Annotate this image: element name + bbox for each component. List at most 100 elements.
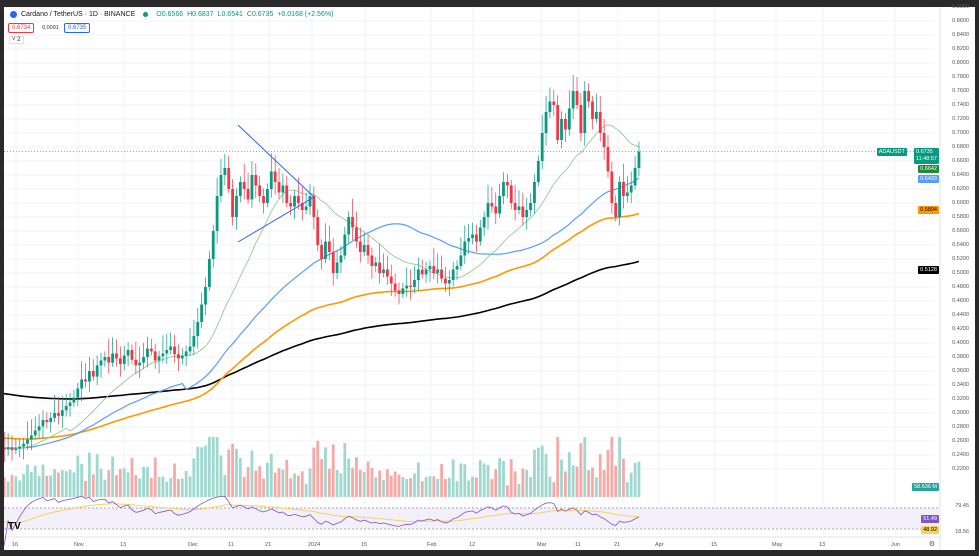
volume-bar bbox=[258, 466, 262, 497]
price-label: 0.8600 bbox=[952, 18, 969, 24]
volume-bar bbox=[26, 464, 29, 497]
indicators-toggle[interactable]: ˅ 2 bbox=[9, 36, 24, 44]
candle-body bbox=[227, 168, 231, 189]
low-value: L0.6541 bbox=[217, 11, 243, 18]
rsi-lower-label: 18.56 bbox=[955, 529, 969, 535]
candle-body bbox=[505, 182, 509, 186]
candle-body bbox=[80, 379, 84, 389]
volume-bar bbox=[455, 481, 459, 497]
volume-bar bbox=[335, 470, 339, 497]
price-label: 0.7000 bbox=[952, 130, 969, 136]
volume-bar bbox=[529, 477, 532, 497]
price-label: 0.3800 bbox=[952, 354, 969, 360]
candle-body bbox=[111, 353, 115, 363]
volume-bar bbox=[451, 459, 455, 497]
candle-body bbox=[614, 203, 618, 217]
candle-body bbox=[204, 287, 207, 305]
price-label: 0.6200 bbox=[952, 186, 969, 192]
volume-bar bbox=[571, 465, 575, 497]
chart-frame[interactable]: Cardano / TetherUS · 1D · BINANCE O0.656… bbox=[4, 4, 975, 550]
sell-button[interactable]: 0.6734 bbox=[8, 23, 35, 33]
volume-bar bbox=[246, 467, 250, 497]
candle-body bbox=[618, 182, 621, 217]
candle-body bbox=[304, 206, 308, 210]
volume-bar bbox=[180, 478, 184, 497]
candle-body bbox=[544, 112, 548, 133]
candle-body bbox=[250, 175, 254, 200]
volume-bar bbox=[320, 459, 323, 497]
candle-body bbox=[579, 105, 583, 133]
volume-bar bbox=[583, 437, 587, 497]
candle-body bbox=[583, 91, 587, 133]
volume-bar bbox=[308, 468, 312, 497]
candle-body bbox=[269, 171, 273, 189]
buy-button[interactable]: 0.6735 bbox=[64, 23, 91, 33]
volume-bar bbox=[440, 463, 443, 497]
candle-body bbox=[517, 206, 521, 210]
volume-bar bbox=[564, 471, 567, 497]
price-label: 0.5800 bbox=[952, 214, 969, 220]
candle-body bbox=[436, 269, 440, 273]
candle-body bbox=[385, 269, 389, 277]
candle-body bbox=[165, 350, 169, 354]
volume-bar bbox=[517, 484, 521, 497]
date-label: 11 bbox=[575, 542, 581, 548]
volume-bar bbox=[312, 447, 316, 497]
volume-bar bbox=[618, 437, 621, 497]
volume-bar bbox=[633, 463, 637, 497]
candle-body bbox=[161, 353, 165, 357]
price-chart[interactable] bbox=[4, 7, 975, 550]
symbol-title[interactable]: Cardano / TetherUS · 1D · BINANCE bbox=[21, 11, 136, 18]
price-label: 0.8400 bbox=[952, 32, 969, 38]
candle-body bbox=[622, 182, 625, 196]
candle-body bbox=[219, 175, 223, 196]
candle-body bbox=[107, 357, 111, 363]
price-label: 0.7600 bbox=[952, 88, 969, 94]
candle-body bbox=[629, 185, 633, 193]
volume-bar bbox=[289, 478, 293, 497]
candle-body bbox=[567, 108, 571, 130]
volume-bar bbox=[84, 480, 87, 497]
volume-bar bbox=[115, 475, 118, 497]
candle-body bbox=[72, 397, 76, 403]
candle-body bbox=[362, 245, 366, 252]
volume-bar bbox=[494, 469, 498, 497]
volume-bar bbox=[567, 452, 571, 497]
candle-body bbox=[254, 175, 258, 186]
date-label: 13 bbox=[819, 542, 826, 548]
ma200-tag: 0.5128 bbox=[918, 266, 939, 274]
volume-bar bbox=[370, 468, 374, 497]
candle-body bbox=[374, 262, 378, 266]
price-label: 0.3200 bbox=[952, 396, 969, 402]
candle-body bbox=[594, 112, 598, 119]
candle-body bbox=[633, 168, 637, 186]
candle-body bbox=[409, 285, 413, 287]
candle-body bbox=[444, 278, 447, 284]
volume-bar bbox=[324, 447, 327, 497]
volume-bar bbox=[490, 479, 494, 497]
candle-body bbox=[4, 448, 6, 450]
tradingview-logo[interactable]: TV bbox=[8, 521, 21, 532]
volume-bar bbox=[482, 463, 486, 497]
volume-bar bbox=[273, 472, 277, 497]
candle-body bbox=[169, 346, 173, 350]
volume-bar bbox=[382, 480, 385, 497]
candle-body bbox=[405, 285, 409, 289]
date-label: 16 bbox=[12, 542, 19, 548]
candle-body bbox=[637, 151, 641, 168]
candle-body bbox=[289, 203, 293, 207]
candle-body bbox=[552, 101, 556, 105]
candle-body bbox=[64, 406, 68, 411]
volume-bar bbox=[53, 469, 56, 497]
volume-bar bbox=[29, 471, 33, 497]
candle-body bbox=[571, 91, 575, 109]
volume-bar bbox=[304, 484, 308, 497]
candle-body bbox=[564, 119, 567, 130]
settings-icon[interactable]: ⚙ bbox=[928, 541, 935, 548]
candle-body bbox=[393, 283, 397, 291]
candle-body bbox=[482, 217, 486, 228]
volume-bar bbox=[587, 470, 591, 497]
volume-bar bbox=[637, 461, 641, 497]
candle-body bbox=[358, 241, 362, 252]
candle-body bbox=[432, 266, 436, 273]
